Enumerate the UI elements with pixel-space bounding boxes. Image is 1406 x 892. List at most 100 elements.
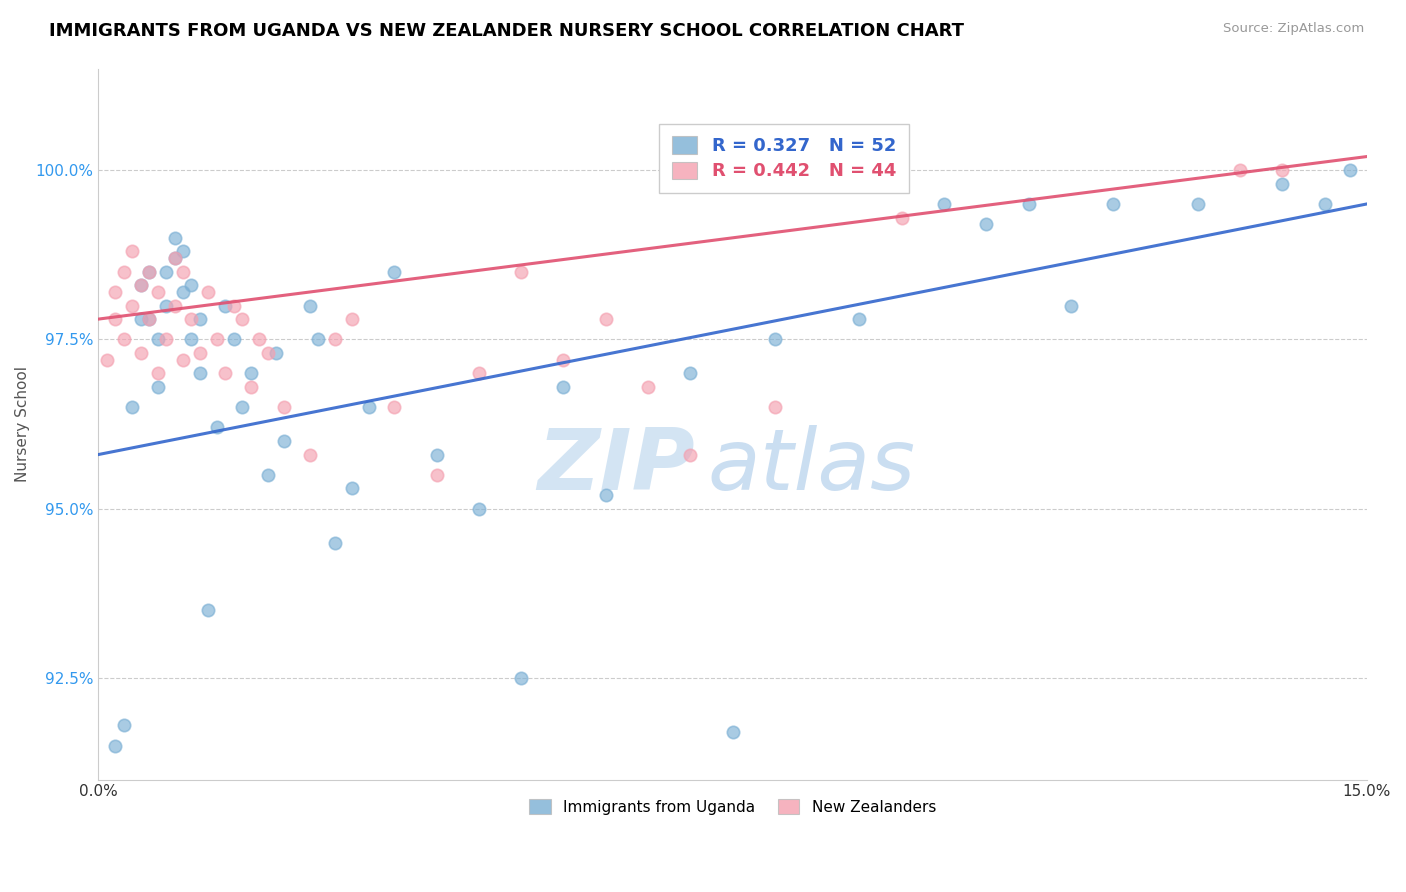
Point: [121, 400, 143, 414]
Point: [323, 333, 346, 347]
Point: [1187, 197, 1209, 211]
Point: [468, 366, 491, 380]
Point: [239, 380, 262, 394]
Point: [172, 285, 194, 299]
Point: [96, 352, 118, 367]
Point: [426, 448, 449, 462]
Point: [138, 312, 160, 326]
Point: [1018, 197, 1040, 211]
Point: [231, 312, 253, 326]
Point: [121, 244, 143, 259]
Point: [357, 400, 380, 414]
Point: [256, 467, 278, 482]
Point: [1271, 163, 1294, 178]
Point: [595, 488, 617, 502]
Point: [112, 265, 135, 279]
Point: [721, 725, 744, 739]
Point: [112, 333, 135, 347]
Point: [595, 312, 617, 326]
Point: [188, 346, 211, 360]
Point: [848, 312, 870, 326]
Point: [163, 251, 186, 265]
Point: [264, 346, 287, 360]
Point: [510, 265, 533, 279]
Point: [205, 333, 228, 347]
Point: [426, 467, 449, 482]
Point: [104, 285, 127, 299]
Point: [382, 265, 405, 279]
Point: [214, 366, 236, 380]
Point: [146, 380, 169, 394]
Point: [138, 312, 160, 326]
Point: [180, 333, 202, 347]
Point: [1271, 177, 1294, 191]
Point: [163, 251, 186, 265]
Point: [340, 482, 363, 496]
Point: [129, 278, 152, 293]
Point: [129, 312, 152, 326]
Point: [146, 285, 169, 299]
Point: [180, 278, 202, 293]
Point: [112, 718, 135, 732]
Point: [273, 434, 295, 448]
Point: [163, 299, 186, 313]
Point: [637, 380, 659, 394]
Point: [679, 366, 702, 380]
Point: [974, 217, 997, 231]
Point: [468, 501, 491, 516]
Legend: Immigrants from Uganda, New Zealanders: Immigrants from Uganda, New Zealanders: [519, 789, 946, 825]
Text: Source: ZipAtlas.com: Source: ZipAtlas.com: [1223, 22, 1364, 36]
Point: [763, 400, 786, 414]
Text: IMMIGRANTS FROM UGANDA VS NEW ZEALANDER NURSERY SCHOOL CORRELATION CHART: IMMIGRANTS FROM UGANDA VS NEW ZEALANDER …: [49, 22, 965, 40]
Point: [205, 420, 228, 434]
Point: [323, 535, 346, 549]
Y-axis label: Nursery School: Nursery School: [15, 366, 30, 482]
Point: [231, 400, 253, 414]
Point: [1313, 197, 1336, 211]
Point: [382, 400, 405, 414]
Point: [180, 312, 202, 326]
Point: [155, 333, 177, 347]
Point: [104, 739, 127, 753]
Point: [763, 333, 786, 347]
Point: [129, 278, 152, 293]
Point: [298, 299, 321, 313]
Point: [222, 299, 245, 313]
Point: [1339, 163, 1361, 178]
Point: [932, 197, 955, 211]
Point: [890, 211, 912, 225]
Point: [214, 299, 236, 313]
Point: [138, 265, 160, 279]
Point: [510, 671, 533, 685]
Point: [155, 299, 177, 313]
Point: [239, 366, 262, 380]
Point: [188, 366, 211, 380]
Point: [188, 312, 211, 326]
Point: [1102, 197, 1125, 211]
Point: [172, 244, 194, 259]
Point: [247, 333, 270, 347]
Point: [273, 400, 295, 414]
Point: [1060, 299, 1083, 313]
Point: [121, 299, 143, 313]
Point: [553, 352, 575, 367]
Point: [256, 346, 278, 360]
Point: [197, 285, 219, 299]
Point: [146, 333, 169, 347]
Text: ZIP: ZIP: [537, 425, 695, 508]
Point: [1229, 163, 1251, 178]
Point: [340, 312, 363, 326]
Point: [298, 448, 321, 462]
Point: [553, 380, 575, 394]
Point: [307, 333, 329, 347]
Text: atlas: atlas: [707, 425, 915, 508]
Point: [138, 265, 160, 279]
Point: [679, 448, 702, 462]
Point: [155, 265, 177, 279]
Point: [104, 312, 127, 326]
Point: [129, 346, 152, 360]
Point: [222, 333, 245, 347]
Point: [172, 352, 194, 367]
Point: [146, 366, 169, 380]
Point: [172, 265, 194, 279]
